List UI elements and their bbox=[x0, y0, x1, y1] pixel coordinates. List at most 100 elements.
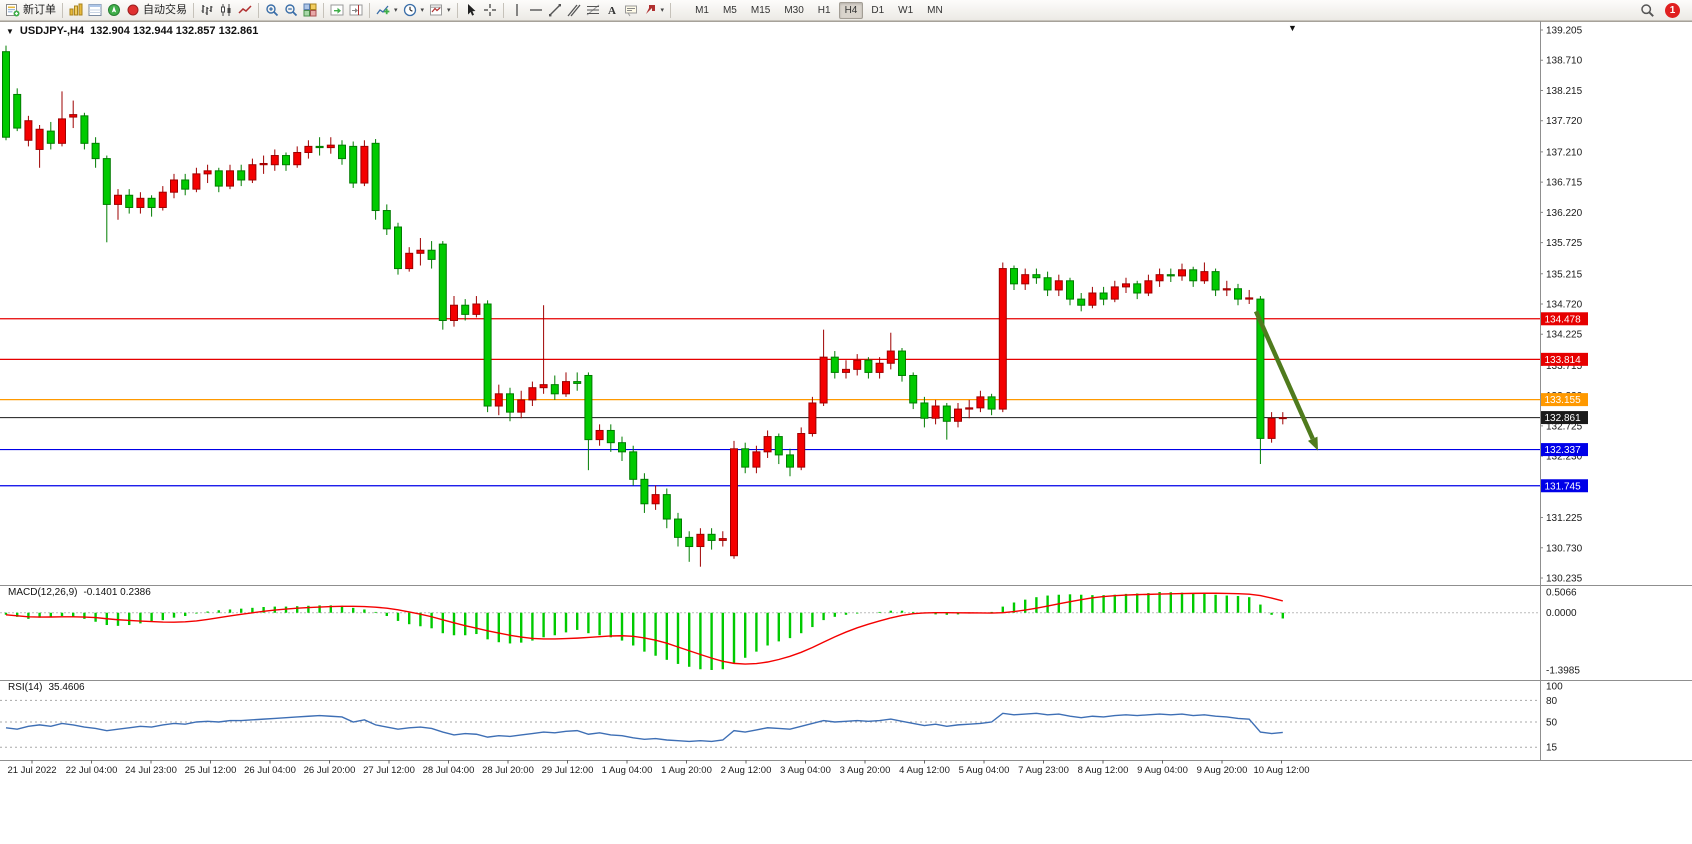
candle-body bbox=[248, 164, 257, 181]
candle-body bbox=[1278, 417, 1287, 420]
timeframe-m5-button[interactable]: M5 bbox=[722, 4, 737, 16]
candle-body bbox=[920, 402, 929, 419]
arrows-button[interactable]: ▾ bbox=[641, 1, 667, 20]
periods-button[interactable]: ▾ bbox=[401, 1, 427, 20]
candle-body bbox=[1099, 292, 1108, 300]
market-watch-icon bbox=[69, 3, 83, 16]
candle-body bbox=[136, 197, 145, 208]
horizontal-line-button[interactable] bbox=[527, 1, 545, 20]
zoom-out-button[interactable] bbox=[282, 1, 300, 20]
time-axis-label: 3 Aug 04:00 bbox=[780, 765, 831, 776]
crosshair-button[interactable] bbox=[481, 1, 499, 20]
toolbar-separator bbox=[456, 2, 458, 18]
candle-body bbox=[203, 170, 212, 175]
time-axis-label: 26 Jul 20:00 bbox=[304, 765, 356, 776]
candle-body bbox=[214, 170, 223, 187]
candle-body bbox=[326, 144, 335, 149]
candle-body bbox=[394, 226, 402, 270]
candle-body bbox=[562, 381, 570, 395]
candle-body bbox=[584, 374, 593, 441]
candle-body bbox=[954, 408, 962, 422]
chevron-down-icon: ▾ bbox=[660, 7, 665, 14]
new-order-button[interactable]: 新订单 bbox=[4, 1, 58, 20]
zoom-in-button[interactable] bbox=[263, 1, 281, 20]
candle-body bbox=[1267, 417, 1276, 439]
fibonacci-button[interactable] bbox=[584, 1, 602, 20]
time-axis[interactable]: 21 Jul 2022 22 Jul 04:00 24 Jul 23:00 25 Ju… bbox=[7, 760, 1310, 776]
autotrading-label: 自动交易 bbox=[143, 3, 187, 16]
price-axis-label: 136.715 bbox=[1546, 178, 1583, 189]
candle-body bbox=[606, 429, 615, 444]
chevron-down-icon: ▾ bbox=[420, 7, 425, 14]
candle-body bbox=[1077, 298, 1086, 306]
vertical-line-button[interactable] bbox=[508, 1, 526, 20]
trendline-button[interactable] bbox=[546, 1, 564, 20]
candle-body bbox=[1088, 292, 1097, 306]
candle-body bbox=[528, 387, 537, 401]
candle-body bbox=[494, 393, 503, 407]
rsi-label: RSI(14) 35.4606 bbox=[8, 682, 85, 693]
candle-body bbox=[461, 304, 470, 315]
text-icon: A bbox=[608, 5, 616, 17]
candlestick-chart-button[interactable] bbox=[217, 1, 235, 20]
data-window-icon bbox=[88, 4, 102, 16]
candle-body bbox=[1178, 269, 1186, 277]
chart-canvas[interactable]: 139.205 138.710 138.215 137.720 137.210 136.7… bbox=[0, 21, 1692, 844]
candle-body bbox=[629, 451, 638, 480]
rsi-name: RSI(14) bbox=[8, 682, 43, 693]
indicators-button[interactable]: ▾ bbox=[374, 1, 400, 20]
candle-body bbox=[539, 384, 548, 389]
candle-body bbox=[842, 368, 850, 373]
autotrading-button[interactable]: 自动交易 bbox=[124, 1, 189, 20]
data-window-button[interactable] bbox=[86, 1, 104, 20]
text-label-button[interactable] bbox=[622, 1, 640, 20]
auto-scroll-button[interactable] bbox=[328, 1, 346, 20]
timeframe-h1-button[interactable]: H1 bbox=[817, 4, 831, 16]
candle-body bbox=[192, 173, 201, 190]
notification-badge[interactable]: 1 bbox=[1665, 2, 1680, 18]
candle-body bbox=[595, 429, 604, 441]
candle-body bbox=[483, 303, 492, 407]
candle-body bbox=[416, 249, 425, 254]
trend-arrow-object[interactable] bbox=[1253, 310, 1318, 451]
bar-chart-button[interactable] bbox=[198, 1, 216, 20]
templates-button[interactable]: ▾ bbox=[427, 1, 453, 20]
price-tag: 133.155 bbox=[1541, 393, 1588, 407]
candle-body bbox=[1245, 297, 1254, 300]
candle-body bbox=[931, 405, 940, 419]
toolbar-separator bbox=[258, 2, 259, 18]
timeframe-h4-button[interactable]: H4 bbox=[838, 1, 864, 19]
tile-windows-button[interactable] bbox=[301, 1, 319, 20]
timeframe-mn-button[interactable]: MN bbox=[927, 4, 943, 16]
svg-text:132.337: 132.337 bbox=[1545, 445, 1582, 456]
equidistant-channel-button[interactable] bbox=[565, 1, 583, 20]
time-axis-label: 7 Aug 23:00 bbox=[1018, 765, 1069, 776]
time-axis-label: 28 Jul 20:00 bbox=[482, 765, 534, 776]
candles-layer[interactable] bbox=[2, 45, 1287, 567]
timeframe-m30-button[interactable]: M30 bbox=[784, 4, 804, 16]
timeframe-m15-button[interactable]: M15 bbox=[750, 4, 771, 16]
candle-body bbox=[1200, 271, 1209, 282]
timeframe-w1-button[interactable]: W1 bbox=[898, 4, 914, 16]
search-button[interactable] bbox=[1638, 1, 1657, 20]
candle-body bbox=[1234, 288, 1242, 300]
time-axis-label: 9 Aug 20:00 bbox=[1197, 765, 1248, 776]
price-axis[interactable]: 139.205 138.710 138.215 137.720 137.210 136.7… bbox=[1540, 26, 1583, 585]
candle-body bbox=[58, 118, 66, 144]
candle-body bbox=[662, 494, 671, 520]
fibonacci-icon bbox=[586, 4, 599, 16]
candle-body bbox=[450, 304, 458, 321]
market-watch-button[interactable] bbox=[67, 1, 85, 20]
one-click-trading-toggle-icon[interactable]: ▼ bbox=[6, 26, 14, 36]
rsi-axis-label: 100 bbox=[1546, 682, 1563, 693]
chart-shift-marker-icon[interactable]: ▼ bbox=[1288, 23, 1297, 33]
navigator-button[interactable] bbox=[105, 1, 123, 20]
chart-shift-button[interactable] bbox=[347, 1, 365, 20]
timeframe-m1-button[interactable]: M1 bbox=[695, 4, 709, 16]
cursor-button[interactable] bbox=[462, 1, 480, 20]
timeframe-d1-button[interactable]: D1 bbox=[871, 4, 885, 16]
line-chart-button[interactable] bbox=[236, 1, 254, 20]
text-button[interactable]: A bbox=[603, 1, 621, 20]
price-axis-label: 138.710 bbox=[1546, 56, 1583, 67]
horizontal-line-objects[interactable] bbox=[0, 318, 1540, 487]
